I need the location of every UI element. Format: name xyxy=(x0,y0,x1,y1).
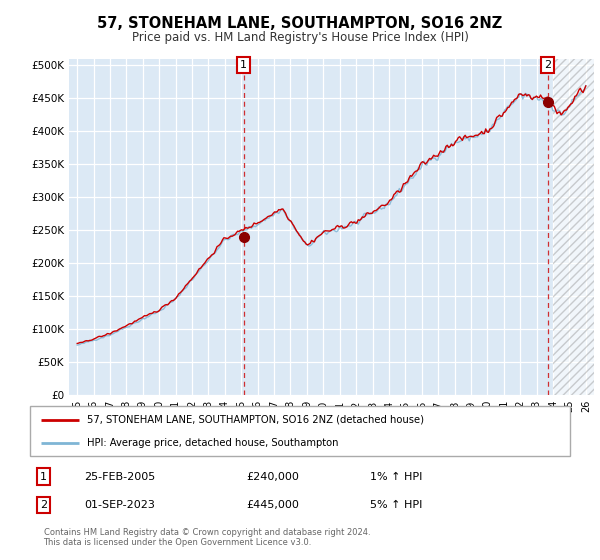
Text: 2: 2 xyxy=(40,500,47,510)
Text: 01-SEP-2023: 01-SEP-2023 xyxy=(84,500,155,510)
Text: 1: 1 xyxy=(40,472,47,482)
Text: Price paid vs. HM Land Registry's House Price Index (HPI): Price paid vs. HM Land Registry's House … xyxy=(131,31,469,44)
Bar xyxy=(553,59,594,395)
Text: 57, STONEHAM LANE, SOUTHAMPTON, SO16 2NZ: 57, STONEHAM LANE, SOUTHAMPTON, SO16 2NZ xyxy=(97,16,503,31)
Text: £240,000: £240,000 xyxy=(246,472,299,482)
Text: 5% ↑ HPI: 5% ↑ HPI xyxy=(370,500,422,510)
Bar xyxy=(553,59,594,395)
Text: Contains HM Land Registry data © Crown copyright and database right 2024.
This d: Contains HM Land Registry data © Crown c… xyxy=(44,528,370,547)
FancyBboxPatch shape xyxy=(30,406,570,456)
Text: 57, STONEHAM LANE, SOUTHAMPTON, SO16 2NZ (detached house): 57, STONEHAM LANE, SOUTHAMPTON, SO16 2NZ… xyxy=(86,414,424,424)
Text: HPI: Average price, detached house, Southampton: HPI: Average price, detached house, Sout… xyxy=(86,438,338,448)
Text: 1: 1 xyxy=(240,60,247,71)
Text: 2: 2 xyxy=(544,60,551,71)
Text: 1% ↑ HPI: 1% ↑ HPI xyxy=(370,472,422,482)
Bar xyxy=(553,59,594,395)
Text: 25-FEB-2005: 25-FEB-2005 xyxy=(84,472,155,482)
Text: £445,000: £445,000 xyxy=(246,500,299,510)
